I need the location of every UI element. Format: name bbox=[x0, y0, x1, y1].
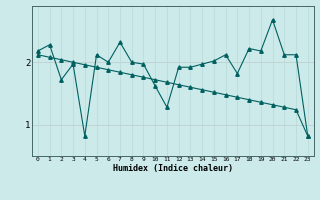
X-axis label: Humidex (Indice chaleur): Humidex (Indice chaleur) bbox=[113, 164, 233, 173]
